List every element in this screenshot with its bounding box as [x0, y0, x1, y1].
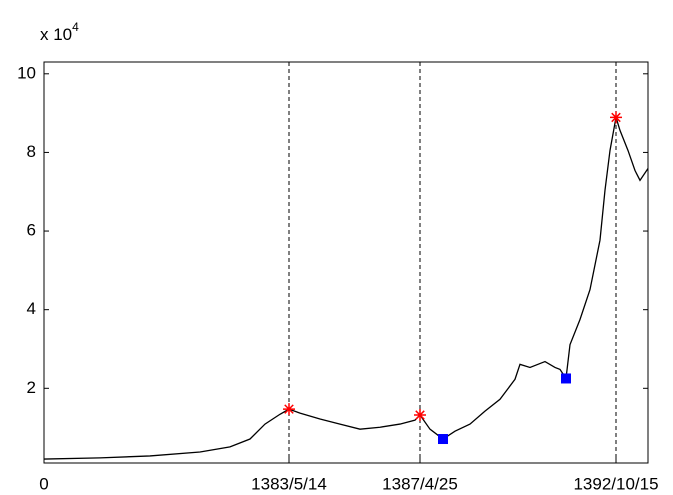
y-multiplier: x 104: [40, 20, 79, 44]
multiplier-base: x 10: [40, 25, 72, 44]
peak-marker: [283, 403, 295, 416]
y-tick-label: 2: [27, 378, 36, 397]
x-tick-label: 1392/10/15: [573, 474, 658, 493]
y-tick-label: 10: [17, 63, 36, 82]
x-tick-label: 1387/4/25: [382, 474, 458, 493]
y-tick-label: 6: [27, 221, 36, 240]
multiplier-exponent: 4: [72, 20, 79, 34]
price-line: [43, 117, 649, 460]
y-tick-label: 4: [27, 299, 36, 318]
axes-box: [43, 61, 649, 464]
trough-marker: [438, 434, 448, 445]
x-tick-label: 0: [39, 474, 48, 493]
y-tick-label: 8: [27, 142, 36, 161]
x-tick-label: 1383/5/14: [251, 474, 327, 493]
peak-marker: [610, 111, 622, 124]
plot-area: [44, 62, 648, 463]
peak-marker: [414, 409, 426, 422]
trough-marker: [561, 373, 571, 384]
